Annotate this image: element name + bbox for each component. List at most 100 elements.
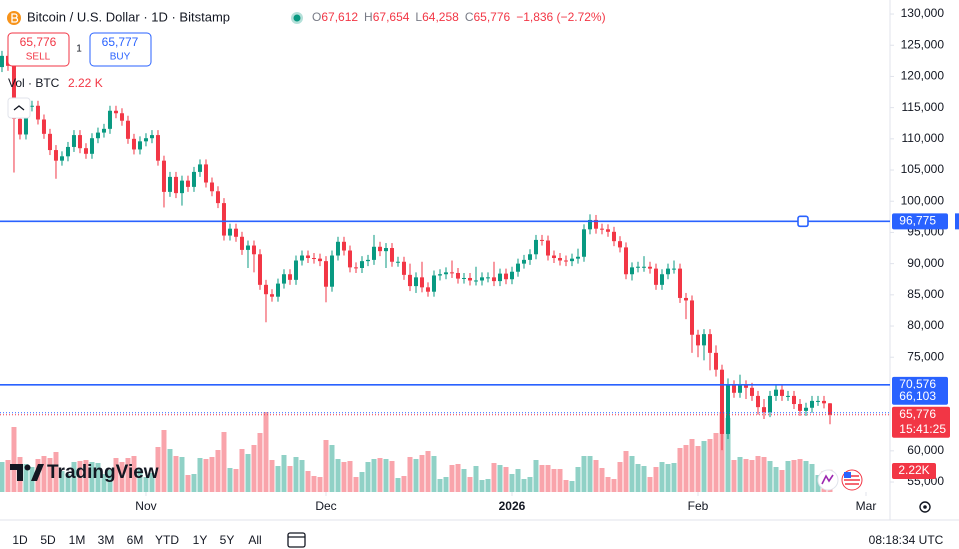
volume-bar (695, 446, 701, 492)
volume-bar (515, 469, 521, 492)
volume-bar (683, 445, 689, 492)
volume-bar (53, 452, 59, 492)
volume-bar (449, 465, 455, 492)
volume-bar (629, 456, 635, 492)
volume-bar (353, 477, 359, 492)
volume-bar (419, 455, 425, 492)
y-tick-label: 130,000 (901, 6, 945, 20)
range-button[interactable]: 3M (98, 533, 115, 547)
y-tick-label: 90,000 (907, 256, 944, 270)
volume-bar (599, 468, 605, 492)
candle-body (281, 274, 286, 284)
buy-price[interactable]: 65,777 (102, 35, 139, 49)
ohlc-value: 65,776 (473, 10, 510, 24)
range-button[interactable]: 1M (69, 533, 86, 547)
volume-bar (803, 461, 809, 492)
candle-body (557, 258, 562, 261)
volume-bar (749, 460, 755, 492)
y-tick-label: 80,000 (907, 318, 944, 332)
candle-body (257, 254, 262, 285)
candle-body (539, 239, 544, 241)
candle-body (287, 274, 292, 280)
volume-bar (101, 474, 107, 492)
candle-body (815, 400, 820, 402)
candle-body (671, 268, 676, 270)
candle-body (611, 231, 616, 242)
candle-body (803, 407, 808, 411)
volume-bar (551, 469, 557, 492)
candle-body (227, 228, 232, 236)
volume-bar (239, 449, 245, 492)
range-button[interactable]: 6M (127, 533, 144, 547)
volume-bar (83, 460, 89, 492)
date-range-icon[interactable] (287, 532, 306, 548)
symbol-title: Bitcoin / U.S. Dollar · 1D · Bitstamp (27, 9, 230, 24)
candle-body (275, 283, 280, 297)
volume-bar (113, 458, 119, 492)
volume-bar (119, 462, 125, 492)
candle-body (335, 241, 340, 256)
sell-label[interactable]: SELL (26, 52, 51, 63)
candle-body (491, 277, 496, 282)
volume-bar (479, 480, 485, 492)
range-button[interactable]: 5Y (220, 533, 235, 547)
candle-body (521, 259, 526, 264)
range-button[interactable]: YTD (155, 533, 179, 547)
volume-bar (623, 451, 629, 492)
candle-body (503, 273, 508, 280)
volume-bar (167, 449, 173, 492)
countdown: 15:41:25 (899, 422, 946, 436)
volume-bar (563, 480, 569, 492)
candle-body (293, 260, 298, 280)
volume-bar (323, 440, 329, 492)
range-button[interactable]: All (248, 533, 261, 547)
price-line-label: 70,576 (899, 377, 936, 391)
volume-bar (47, 458, 53, 492)
candle-body (299, 255, 304, 261)
volume-bar (269, 460, 275, 492)
candle-body (809, 400, 814, 408)
candle-body (347, 250, 352, 268)
candle-body (467, 277, 472, 281)
candle-body (581, 229, 586, 257)
range-button[interactable]: 1D (12, 533, 28, 547)
volume-bar (287, 466, 293, 492)
volume-bar (473, 466, 479, 492)
settings-icon[interactable] (919, 501, 931, 513)
candle-body (569, 258, 574, 262)
volume-bar (497, 465, 503, 492)
volume-bar (425, 451, 431, 492)
candle-body (713, 352, 718, 370)
collapse-button[interactable] (7, 97, 31, 119)
candle-body (515, 263, 520, 272)
clock: 08:18:34 UTC (869, 533, 944, 547)
tv-logo-dot (24, 464, 31, 471)
ohlc-value: 67,612 (321, 10, 358, 24)
volume-bar (713, 433, 719, 492)
volume-bar (587, 456, 593, 492)
buy-button[interactable] (89, 32, 152, 67)
volume-bar (455, 464, 461, 492)
volume-bar (467, 477, 473, 492)
volume-bar (365, 462, 371, 492)
volume-bar (275, 466, 281, 492)
line-handle[interactable] (797, 215, 809, 228)
candle-body (11, 65, 16, 119)
volume-legend-label: Vol · BTC (8, 76, 60, 90)
volume-bar (545, 465, 551, 492)
last-price-label: 65,776 (899, 407, 936, 421)
range-button[interactable]: 1Y (193, 533, 208, 547)
candle-body (173, 176, 178, 194)
sell-button[interactable] (7, 32, 70, 67)
candle-body (35, 105, 40, 120)
range-button[interactable]: 5D (40, 533, 56, 547)
candle-body (329, 255, 334, 287)
candle-body (737, 385, 742, 393)
price-line-box (892, 213, 948, 230)
volume-bar (611, 479, 617, 492)
volume-bar (539, 465, 545, 492)
buy-label[interactable]: BUY (110, 52, 131, 63)
volume-bar (581, 456, 587, 492)
sell-price[interactable]: 65,776 (20, 35, 57, 49)
